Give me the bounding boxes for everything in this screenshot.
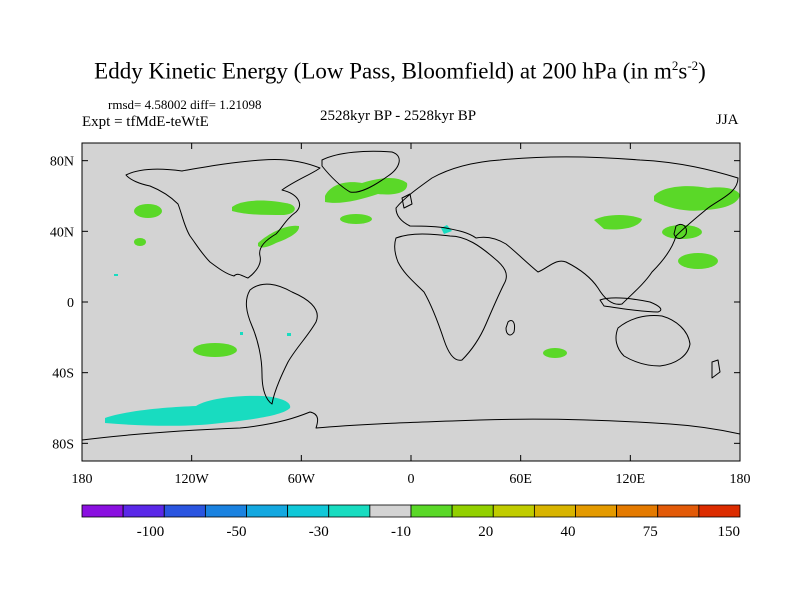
- colorbar-label: -50: [227, 524, 247, 540]
- coast-north-america: [125, 159, 321, 279]
- patch-siberia: [654, 186, 740, 211]
- coast-new-zealand: [711, 359, 721, 379]
- colorbar-label: -10: [391, 524, 411, 540]
- colorbar-swatch: [328, 504, 371, 518]
- coast-australia: [615, 315, 691, 367]
- coast-japan: [673, 223, 687, 239]
- patch-tiny-3: [287, 333, 291, 336]
- y-tick-label: 40S: [52, 367, 74, 382]
- coast-uk: [401, 193, 413, 209]
- patch-s-pacific: [193, 343, 237, 357]
- axis-ticks: 180 120W 60W 0 60E 120E 180 80N 40N 0 40S 80S: [50, 143, 751, 487]
- patch-tiny-2: [240, 332, 243, 335]
- patch-mid-atlantic: [340, 214, 372, 224]
- coastlines: [81, 150, 741, 441]
- patch-nw-pacific: [678, 253, 718, 269]
- colorbar-swatch: [246, 504, 289, 518]
- season-label: JJA: [716, 112, 739, 128]
- y-tick-label: 80N: [50, 155, 74, 170]
- colorbar-label: 40: [561, 524, 576, 540]
- y-tick-label: 80S: [52, 437, 74, 452]
- y-tick-label: 40N: [50, 225, 74, 240]
- coast-antarctica: [81, 411, 741, 441]
- patch-tiny-1: [114, 274, 118, 276]
- colorbar: -100 -50 -30 -10 20 40 75 150: [81, 504, 741, 540]
- patch-us-east: [258, 225, 300, 248]
- patch-s-indian: [543, 348, 567, 358]
- anomaly-patches: [105, 178, 740, 426]
- colorbar-swatch: [698, 504, 741, 518]
- colorbar-label: 20: [478, 524, 493, 540]
- colorbar-label: -30: [309, 524, 329, 540]
- colorbar-swatch: [410, 504, 453, 518]
- colorbar-swatch: [204, 504, 247, 518]
- x-tick-label: 180: [730, 472, 751, 487]
- colorbar-swatch: [451, 504, 494, 518]
- coast-eurasia: [395, 156, 739, 305]
- coast-indonesia: [599, 297, 662, 313]
- coast-south-america: [245, 283, 318, 405]
- colorbar-swatch: [369, 504, 412, 518]
- patch-n-atlantic: [325, 178, 408, 203]
- stats-label: rmsd= 4.58002 diff= 1.21098: [108, 97, 262, 112]
- coast-greenland: [321, 150, 400, 193]
- coast-madagascar: [505, 319, 515, 336]
- patch-n-pacific: [134, 204, 162, 218]
- colorbar-label: -100: [137, 524, 165, 540]
- period-label: 2528kyr BP - 2528kyr BP: [320, 108, 477, 124]
- colorbar-label: 75: [643, 524, 658, 540]
- map-title: Eddy Kinetic Energy (Low Pass, Bloomfiel…: [94, 58, 706, 84]
- x-tick-label: 60E: [509, 472, 532, 487]
- x-tick-label: 0: [408, 472, 415, 487]
- colorbar-swatch: [533, 504, 576, 518]
- coast-africa: [394, 233, 507, 361]
- patch-pac-small: [134, 238, 146, 246]
- colorbar-swatch: [81, 504, 124, 518]
- colorbar-swatch: [287, 504, 330, 518]
- patch-n-america: [232, 200, 295, 215]
- patch-central-asia: [594, 214, 642, 230]
- x-tick-label: 60W: [288, 472, 316, 487]
- colorbar-swatch: [616, 504, 659, 518]
- x-tick-label: 120W: [175, 472, 210, 487]
- patch-japan: [662, 225, 702, 239]
- experiment-label: Expt = tfMdE-teWtE: [82, 114, 209, 130]
- colorbar-swatch: [122, 504, 165, 518]
- colorbar-swatch: [163, 504, 206, 518]
- y-tick-label: 0: [67, 296, 74, 311]
- x-tick-label: 120E: [616, 472, 646, 487]
- colorbar-swatch: [492, 504, 535, 518]
- colorbar-label: 150: [718, 524, 741, 540]
- colorbar-swatch: [657, 504, 700, 518]
- x-tick-label: 180: [72, 472, 93, 487]
- colorbar-swatch: [575, 504, 618, 518]
- patch-southern-ocean: [105, 395, 291, 426]
